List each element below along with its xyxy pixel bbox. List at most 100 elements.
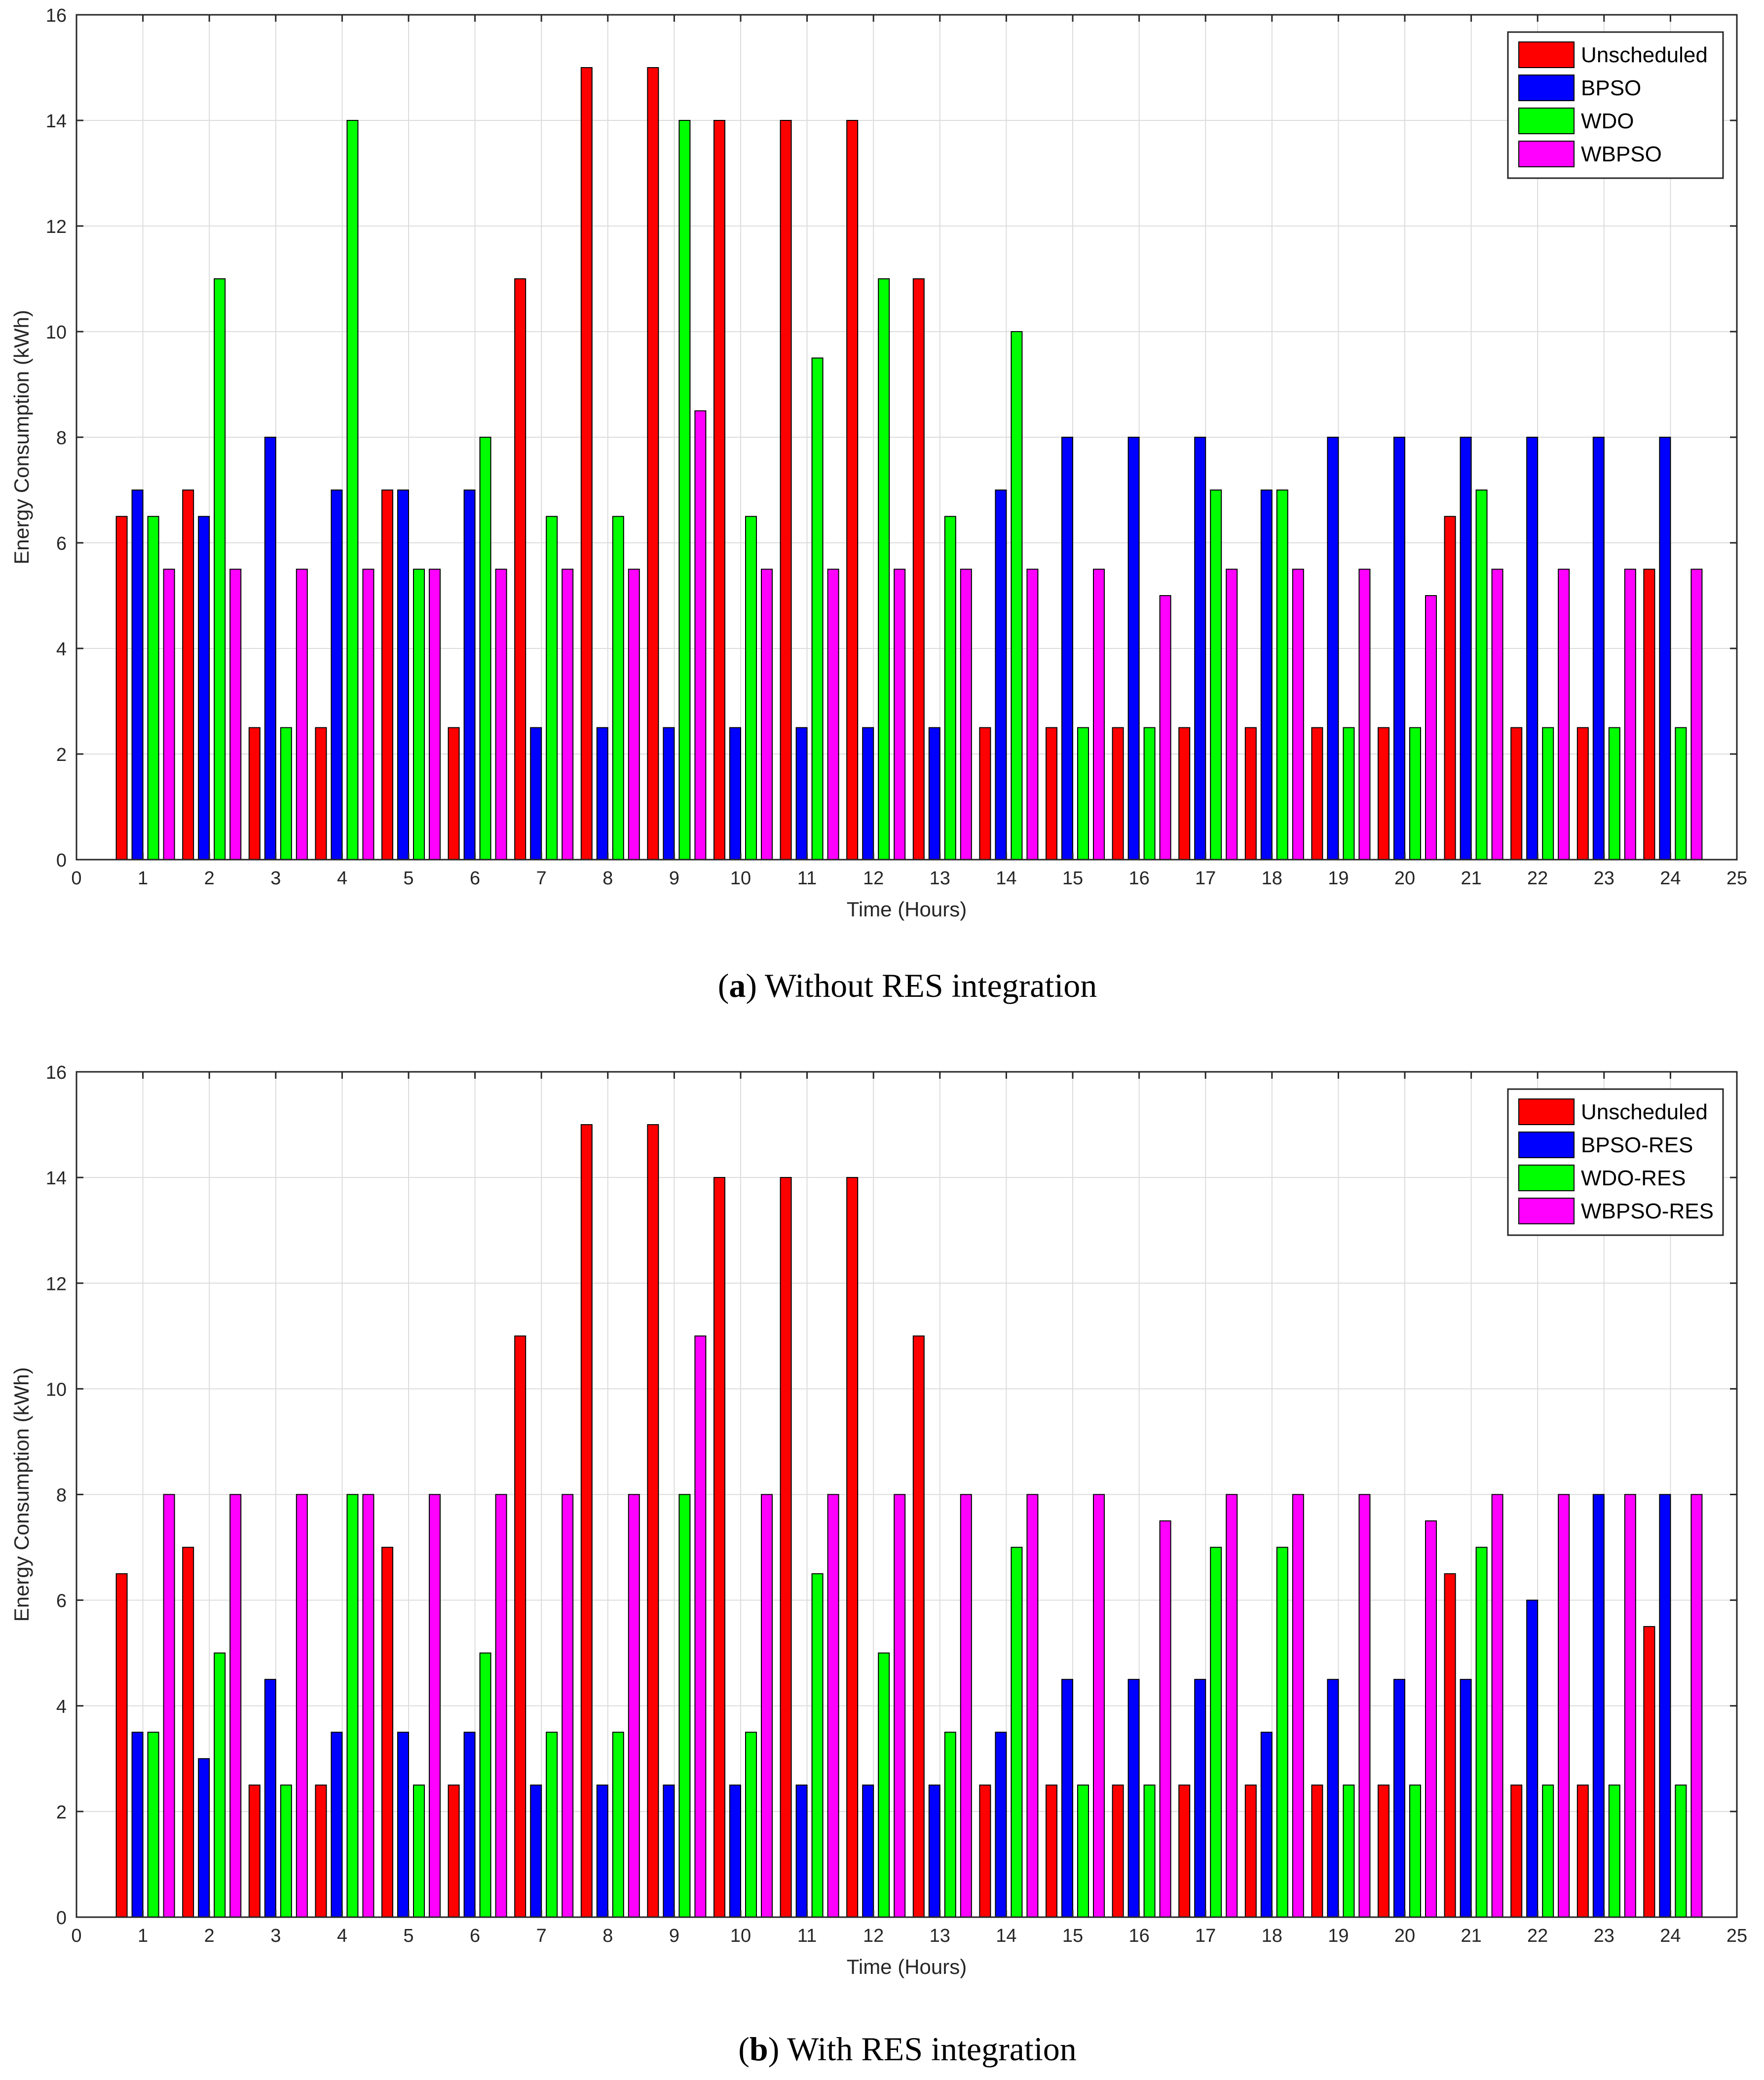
bar-bpso-res-hour-4 xyxy=(331,1732,343,1918)
bar-wbpso-hour-1 xyxy=(163,568,175,860)
bar-wdo-res-hour-17 xyxy=(1210,1547,1222,1918)
caption-b: (b) With RES integration xyxy=(738,2030,1076,2068)
bar-unscheduled-hour-6 xyxy=(448,1784,460,1918)
x-tick-label: 3 xyxy=(270,1926,281,1946)
bar-wbpso-hour-7 xyxy=(562,568,574,860)
bar-wbpso-res-hour-5 xyxy=(429,1494,441,1918)
bar-bpso-hour-8 xyxy=(596,727,608,860)
bar-wdo-hour-13 xyxy=(944,516,956,860)
chart-panel-a: 0 1 2 3 4 5 6 7 8 9 10 11 12 13 14 15 16 17 18 19 20 21 22 23 24… xyxy=(10,5,1747,921)
bar-unscheduled-hour-17 xyxy=(1178,727,1191,860)
bar-bpso-hour-1 xyxy=(131,490,144,860)
y-tick-label: 6 xyxy=(56,1591,67,1612)
x-tick-label: 22 xyxy=(1527,1926,1548,1946)
bar-bpso-hour-21 xyxy=(1460,437,1472,860)
bar-wbpso-res-hour-18 xyxy=(1292,1494,1304,1918)
x-tick-label: 24 xyxy=(1660,868,1681,889)
bar-bpso-res-hour-11 xyxy=(795,1784,808,1918)
bar-unscheduled-hour-4 xyxy=(315,727,327,860)
bar-wdo-hour-7 xyxy=(546,516,558,860)
bar-bpso-res-hour-15 xyxy=(1061,1679,1073,1918)
bar-wdo-hour-11 xyxy=(811,357,824,860)
x-tick-label: 6 xyxy=(470,1926,480,1946)
caption-b-letter: b xyxy=(750,2030,768,2068)
x-tick-label: 19 xyxy=(1328,868,1349,889)
bar-unscheduled-hour-22 xyxy=(1510,727,1523,860)
x-tick-label: 5 xyxy=(403,1926,413,1946)
chart-panel-b: 0 1 2 3 4 5 6 7 8 9 10 11 12 13 14 15 16 17 18 19 20 21 22 23 24… xyxy=(10,1062,1747,1978)
bar-unscheduled-hour-9 xyxy=(647,1124,659,1918)
y-tick-label: 16 xyxy=(46,5,67,26)
bar-wdo-hour-17 xyxy=(1210,490,1222,860)
y-tick-label: 14 xyxy=(46,111,67,132)
bar-bpso-res-hour-9 xyxy=(663,1784,675,1918)
bar-wbpso-hour-12 xyxy=(894,568,906,860)
bar-wdo-res-hour-13 xyxy=(944,1732,956,1918)
bar-unscheduled-hour-6 xyxy=(448,727,460,860)
x-tick-label: 2 xyxy=(204,868,215,889)
bar-wdo-res-hour-9 xyxy=(678,1494,691,1918)
bar-bpso-res-hour-5 xyxy=(397,1732,409,1918)
x-tick-label: 10 xyxy=(730,868,751,889)
legend-swatch-0 xyxy=(1518,41,1575,68)
y-tick-label: 4 xyxy=(56,1697,67,1717)
bar-bpso-hour-20 xyxy=(1393,437,1405,860)
bar-wbpso-res-hour-2 xyxy=(229,1494,242,1918)
bar-wbpso-res-hour-14 xyxy=(1026,1494,1039,1918)
bar-unscheduled-hour-18 xyxy=(1244,727,1257,860)
x-tick-label: 17 xyxy=(1195,1926,1216,1946)
x-tick-label: 18 xyxy=(1262,1926,1282,1946)
bar-bpso-res-hour-19 xyxy=(1327,1679,1339,1918)
x-tick-label: 19 xyxy=(1328,1926,1349,1946)
y-tick-label: 12 xyxy=(46,217,67,237)
bar-unscheduled-hour-23 xyxy=(1576,1784,1589,1918)
x-tick-label: 16 xyxy=(1128,868,1149,889)
bar-wbpso-res-hour-9 xyxy=(694,1335,707,1918)
bar-wbpso-res-hour-21 xyxy=(1491,1494,1503,1918)
bar-wbpso-hour-14 xyxy=(1026,568,1039,860)
bar-wdo-res-hour-12 xyxy=(878,1652,890,1918)
x-tick-label: 3 xyxy=(270,868,281,889)
bar-unscheduled-hour-7 xyxy=(514,1335,526,1918)
bar-bpso-res-hour-7 xyxy=(530,1784,542,1918)
bar-bpso-hour-2 xyxy=(198,516,210,860)
x-tick-label: 21 xyxy=(1461,868,1481,889)
y-tick-label: 2 xyxy=(56,745,67,765)
bar-unscheduled-hour-5 xyxy=(381,1547,393,1918)
bar-wdo-res-hour-19 xyxy=(1343,1784,1355,1918)
x-tick-label: 5 xyxy=(403,868,413,889)
legend-swatch-1 xyxy=(1518,1132,1575,1158)
y-tick-label: 0 xyxy=(56,1908,67,1929)
bar-wbpso-hour-13 xyxy=(960,568,972,860)
x-tick-label: 22 xyxy=(1527,868,1548,889)
bar-unscheduled-hour-8 xyxy=(580,67,593,860)
bar-unscheduled-hour-16 xyxy=(1112,727,1124,860)
x-tick-label: 8 xyxy=(602,868,613,889)
legend-swatch-1 xyxy=(1518,75,1575,101)
bar-bpso-hour-9 xyxy=(663,727,675,860)
bar-wbpso-hour-5 xyxy=(429,568,441,860)
bar-wbpso-hour-24 xyxy=(1690,568,1703,860)
bar-unscheduled-hour-15 xyxy=(1046,1784,1057,1918)
bar-unscheduled-hour-10 xyxy=(713,1177,725,1918)
y-tick-label: 10 xyxy=(46,1379,67,1400)
legend-swatch-3 xyxy=(1518,141,1575,167)
bar-unscheduled-hour-3 xyxy=(248,727,261,860)
bar-wbpso-hour-2 xyxy=(229,568,242,860)
x-tick-label: 15 xyxy=(1062,1926,1083,1946)
x-tick-label: 0 xyxy=(71,1926,81,1946)
bar-wdo-res-hour-6 xyxy=(479,1652,491,1918)
legend-label-2: WDO xyxy=(1581,109,1634,133)
y-tick-label: 0 xyxy=(56,850,67,871)
x-tick-label: 15 xyxy=(1062,868,1083,889)
bar-bpso-res-hour-1 xyxy=(131,1732,144,1918)
bar-bpso-hour-14 xyxy=(995,490,1007,860)
bar-wdo-res-hour-22 xyxy=(1542,1784,1554,1918)
bar-wbpso-res-hour-16 xyxy=(1159,1520,1171,1918)
y-tick-label: 4 xyxy=(56,639,67,660)
x-tick-label: 1 xyxy=(138,868,148,889)
legend-swatch-0 xyxy=(1518,1098,1575,1125)
bar-bpso-hour-6 xyxy=(463,490,476,860)
x-tick-label: 20 xyxy=(1394,1926,1415,1946)
